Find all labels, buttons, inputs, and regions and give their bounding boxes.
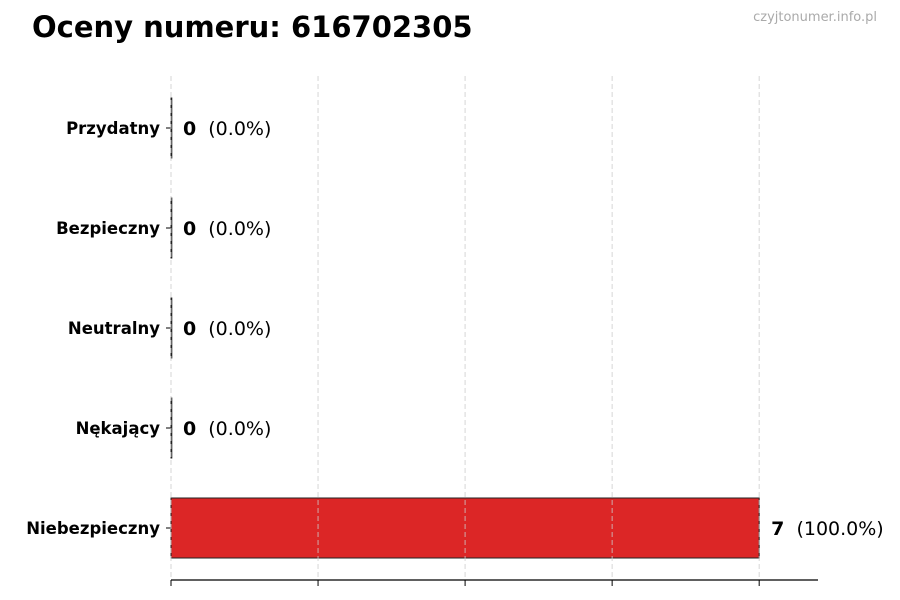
data-label-percent: (0.0%)	[202, 218, 271, 240]
data-label-value: 7	[771, 518, 784, 540]
y-tick-label: Niebezpieczny	[26, 519, 160, 538]
watermark: czyjtonumer.info.pl	[753, 10, 877, 25]
data-label: 0 (0.0%)	[183, 118, 271, 140]
y-tick-label: Bezpieczny	[56, 219, 160, 238]
data-label-percent: (100.0%)	[790, 518, 883, 540]
data-label-percent: (0.0%)	[202, 318, 271, 340]
y-tick-label: Przydatny	[66, 119, 160, 138]
data-label-value: 0	[183, 418, 196, 440]
chart-title: Oceny numeru: 616702305	[32, 10, 473, 44]
data-label-value: 0	[183, 318, 196, 340]
data-label-percent: (0.0%)	[202, 418, 271, 440]
data-label-value: 0	[183, 218, 196, 240]
data-label: 0 (0.0%)	[183, 318, 271, 340]
data-label: 7 (100.0%)	[771, 518, 884, 540]
y-tick-label: Neutralny	[68, 319, 160, 338]
data-label: 0 (0.0%)	[183, 418, 271, 440]
data-label-value: 0	[183, 118, 196, 140]
data-label-percent: (0.0%)	[202, 118, 271, 140]
data-label: 0 (0.0%)	[183, 218, 271, 240]
y-tick-label: Nękający	[76, 419, 161, 438]
